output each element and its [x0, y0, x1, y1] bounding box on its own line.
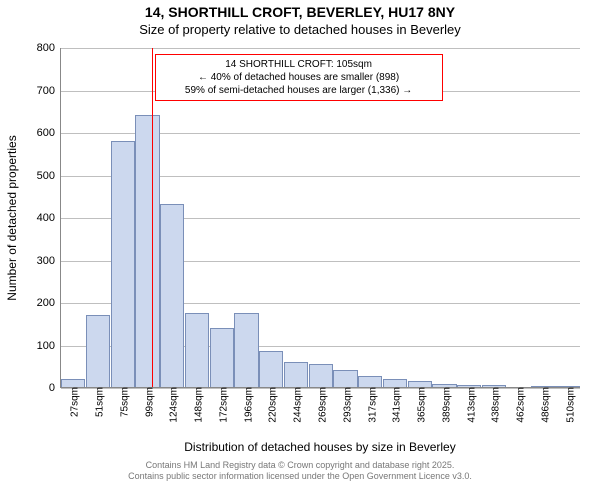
bar: [210, 328, 234, 388]
bar: [358, 376, 382, 387]
x-tick-label: 317sqm: [363, 387, 378, 423]
y-tick-label: 600: [37, 127, 61, 139]
annotation-line: 14 SHORTHILL CROFT: 105sqm: [162, 58, 436, 71]
x-tick-label: 293sqm: [338, 387, 353, 423]
x-tick-label: 365sqm: [413, 387, 428, 423]
x-tick-label: 269sqm: [314, 387, 329, 423]
chart-subtitle: Size of property relative to detached ho…: [0, 22, 600, 37]
x-axis-title: Distribution of detached houses by size …: [60, 440, 580, 454]
y-tick-label: 800: [37, 42, 61, 54]
y-tick-label: 700: [37, 85, 61, 97]
x-tick-label: 99sqm: [140, 387, 155, 417]
attribution-line: Contains public sector information licen…: [0, 471, 600, 482]
x-tick-label: 220sqm: [264, 387, 279, 423]
bar: [111, 141, 135, 388]
attribution-text: Contains HM Land Registry data © Crown c…: [0, 460, 600, 482]
bar: [333, 370, 357, 387]
chart-title: 14, SHORTHILL CROFT, BEVERLEY, HU17 8NY: [0, 4, 600, 20]
x-tick-label: 244sqm: [289, 387, 304, 423]
y-tick-label: 0: [49, 382, 61, 394]
annotation-line: ← 40% of detached houses are smaller (89…: [162, 71, 436, 84]
y-tick-label: 100: [37, 340, 61, 352]
bar: [185, 313, 209, 387]
y-tick-label: 400: [37, 212, 61, 224]
x-tick-label: 462sqm: [512, 387, 527, 423]
y-tick-label: 300: [37, 255, 61, 267]
x-tick-label: 172sqm: [214, 387, 229, 423]
x-tick-label: 51sqm: [91, 387, 106, 417]
x-tick-label: 389sqm: [437, 387, 452, 423]
x-tick-label: 75sqm: [115, 387, 130, 417]
reference-line: [152, 48, 153, 387]
bar: [86, 315, 110, 387]
y-tick-label: 200: [37, 297, 61, 309]
bar: [160, 204, 184, 387]
x-tick-label: 510sqm: [561, 387, 576, 423]
bar: [135, 115, 159, 387]
x-tick-label: 148sqm: [190, 387, 205, 423]
x-tick-label: 124sqm: [165, 387, 180, 423]
bar: [259, 351, 283, 387]
x-tick-label: 413sqm: [462, 387, 477, 423]
bar: [61, 379, 85, 388]
bar: [234, 313, 258, 387]
x-tick-label: 341sqm: [388, 387, 403, 423]
x-tick-label: 196sqm: [239, 387, 254, 423]
x-tick-label: 486sqm: [536, 387, 551, 423]
x-tick-label: 438sqm: [487, 387, 502, 423]
attribution-line: Contains HM Land Registry data © Crown c…: [0, 460, 600, 471]
bar: [309, 364, 333, 387]
annotation-line: 59% of semi-detached houses are larger (…: [162, 84, 436, 97]
y-axis-title: Number of detached properties: [5, 135, 19, 300]
bar: [284, 362, 308, 388]
annotation-callout: 14 SHORTHILL CROFT: 105sqm← 40% of detac…: [155, 54, 443, 101]
x-tick-label: 27sqm: [66, 387, 81, 417]
bar: [383, 379, 407, 388]
y-tick-label: 500: [37, 170, 61, 182]
plot-area: 14 SHORTHILL CROFT: 105sqm← 40% of detac…: [60, 48, 580, 388]
histogram-chart: 14, SHORTHILL CROFT, BEVERLEY, HU17 8NY …: [0, 0, 600, 500]
